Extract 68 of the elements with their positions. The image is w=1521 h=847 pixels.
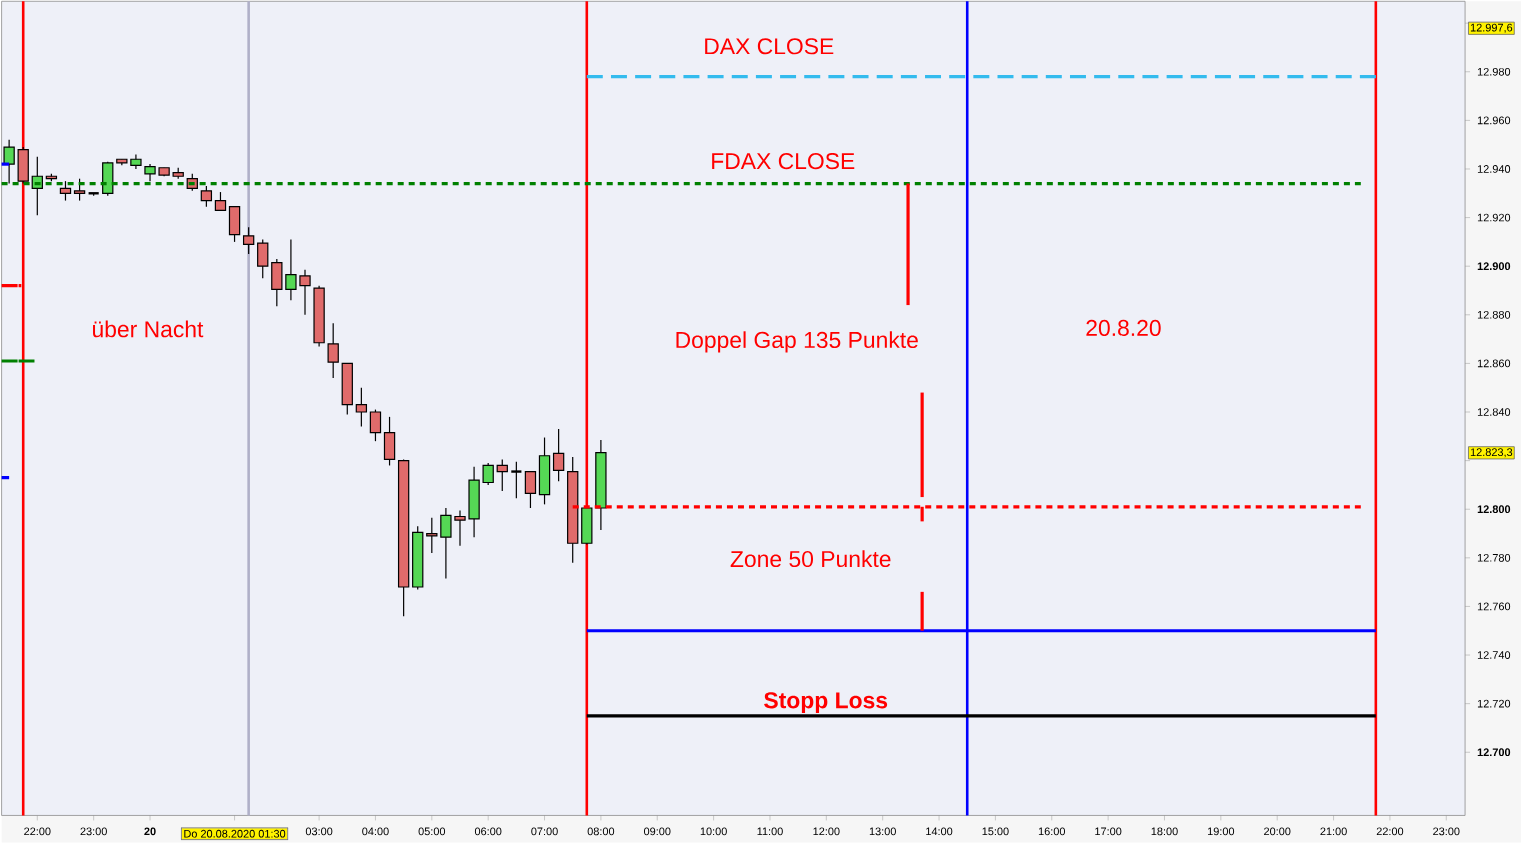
annotation: FDAX CLOSE	[712, 153, 855, 170]
x-tick-label: 20	[144, 827, 156, 836]
x-tick-label: 14:00	[926, 827, 953, 836]
text: 12.997,6	[1470, 23, 1513, 33]
candlestick	[524, 471, 537, 509]
annotation: über Nacht	[93, 320, 204, 338]
y-tick-label: 12.780	[1477, 554, 1511, 562]
candlestick	[257, 239, 269, 280]
candlestick	[369, 409, 382, 442]
x-tick-label: 23:00	[80, 827, 107, 836]
y-tick-label: 12.980	[1477, 68, 1511, 76]
candlestick	[454, 510, 466, 547]
x-tick-label: 04:00	[362, 827, 389, 836]
annotation: 20.8.20	[1086, 320, 1161, 337]
x-tick-label: 15:00	[982, 827, 1009, 836]
y-tick-label: 12.900	[1477, 262, 1511, 271]
candlestick	[440, 507, 452, 580]
x-tick-label: 08:00	[587, 827, 615, 836]
annotation: DAX CLOSE	[705, 38, 834, 55]
x-tick-label: 06:00	[474, 827, 502, 836]
y-tick-label: 12.760	[1477, 602, 1511, 611]
x-tick-label: 20:00	[1264, 827, 1291, 836]
x-tick-label: 12:00	[813, 827, 840, 836]
candlestick	[426, 517, 438, 554]
y-tick-label: 12.720	[1477, 699, 1511, 708]
x-tick-label: 18:00	[1151, 827, 1178, 836]
y-tick-label: 12.880	[1477, 311, 1511, 319]
x-tick-label: 11:00	[757, 827, 783, 836]
x-tick-label: 21:00	[1320, 827, 1347, 836]
text: 12.823,3	[1470, 448, 1513, 458]
y-tick-label: 12.840	[1477, 408, 1511, 417]
y-tick-label: 12.960	[1477, 116, 1511, 125]
y-tick-label: 12.860	[1477, 359, 1511, 368]
x-tick-label: 09:00	[643, 827, 671, 836]
annotation: Zone 50 Punkte	[730, 550, 891, 568]
x-tick-label: 05:00	[418, 827, 446, 836]
y-tick-label: 12.920	[1477, 213, 1511, 222]
y-tick-label: 12.740	[1477, 651, 1511, 660]
candlestick	[482, 462, 494, 486]
candlestick	[327, 322, 339, 379]
x-tick-label: 03:00	[305, 827, 333, 836]
y-tick-label: 12.800	[1477, 505, 1511, 514]
candlestick	[299, 269, 311, 316]
candlestick	[285, 239, 297, 301]
x-tick-label: 23:00	[1433, 827, 1460, 836]
y-tick-label: 12.940	[1477, 165, 1511, 174]
candlestick	[130, 153, 142, 170]
annotation: Stopp Loss	[764, 692, 888, 714]
x-tick-label: 07:00	[531, 827, 558, 836]
candlestick	[242, 226, 255, 255]
candlestick	[59, 180, 72, 202]
annotation: Doppel Gap 135 Punkte	[676, 331, 918, 353]
x-tick-label: 17:00	[1095, 827, 1122, 836]
x-tick-label: 16:00	[1038, 827, 1066, 836]
x-tick-label: 19:00	[1207, 827, 1235, 836]
candlestick	[144, 163, 156, 182]
candlestick	[200, 185, 213, 208]
candlestick	[496, 458, 508, 492]
candlestick	[355, 387, 368, 428]
candlestick	[73, 178, 86, 202]
x-tick-label: 22:00	[24, 827, 51, 836]
candlestick	[552, 428, 565, 483]
candlestick	[510, 461, 523, 500]
y-tick-label: 12.700	[1477, 748, 1511, 757]
x-tick-label: 13:00	[869, 827, 896, 836]
x-tick-label: 10:00	[700, 827, 727, 836]
x-tick-label: 22:00	[1376, 827, 1404, 836]
candlestick	[214, 191, 227, 212]
